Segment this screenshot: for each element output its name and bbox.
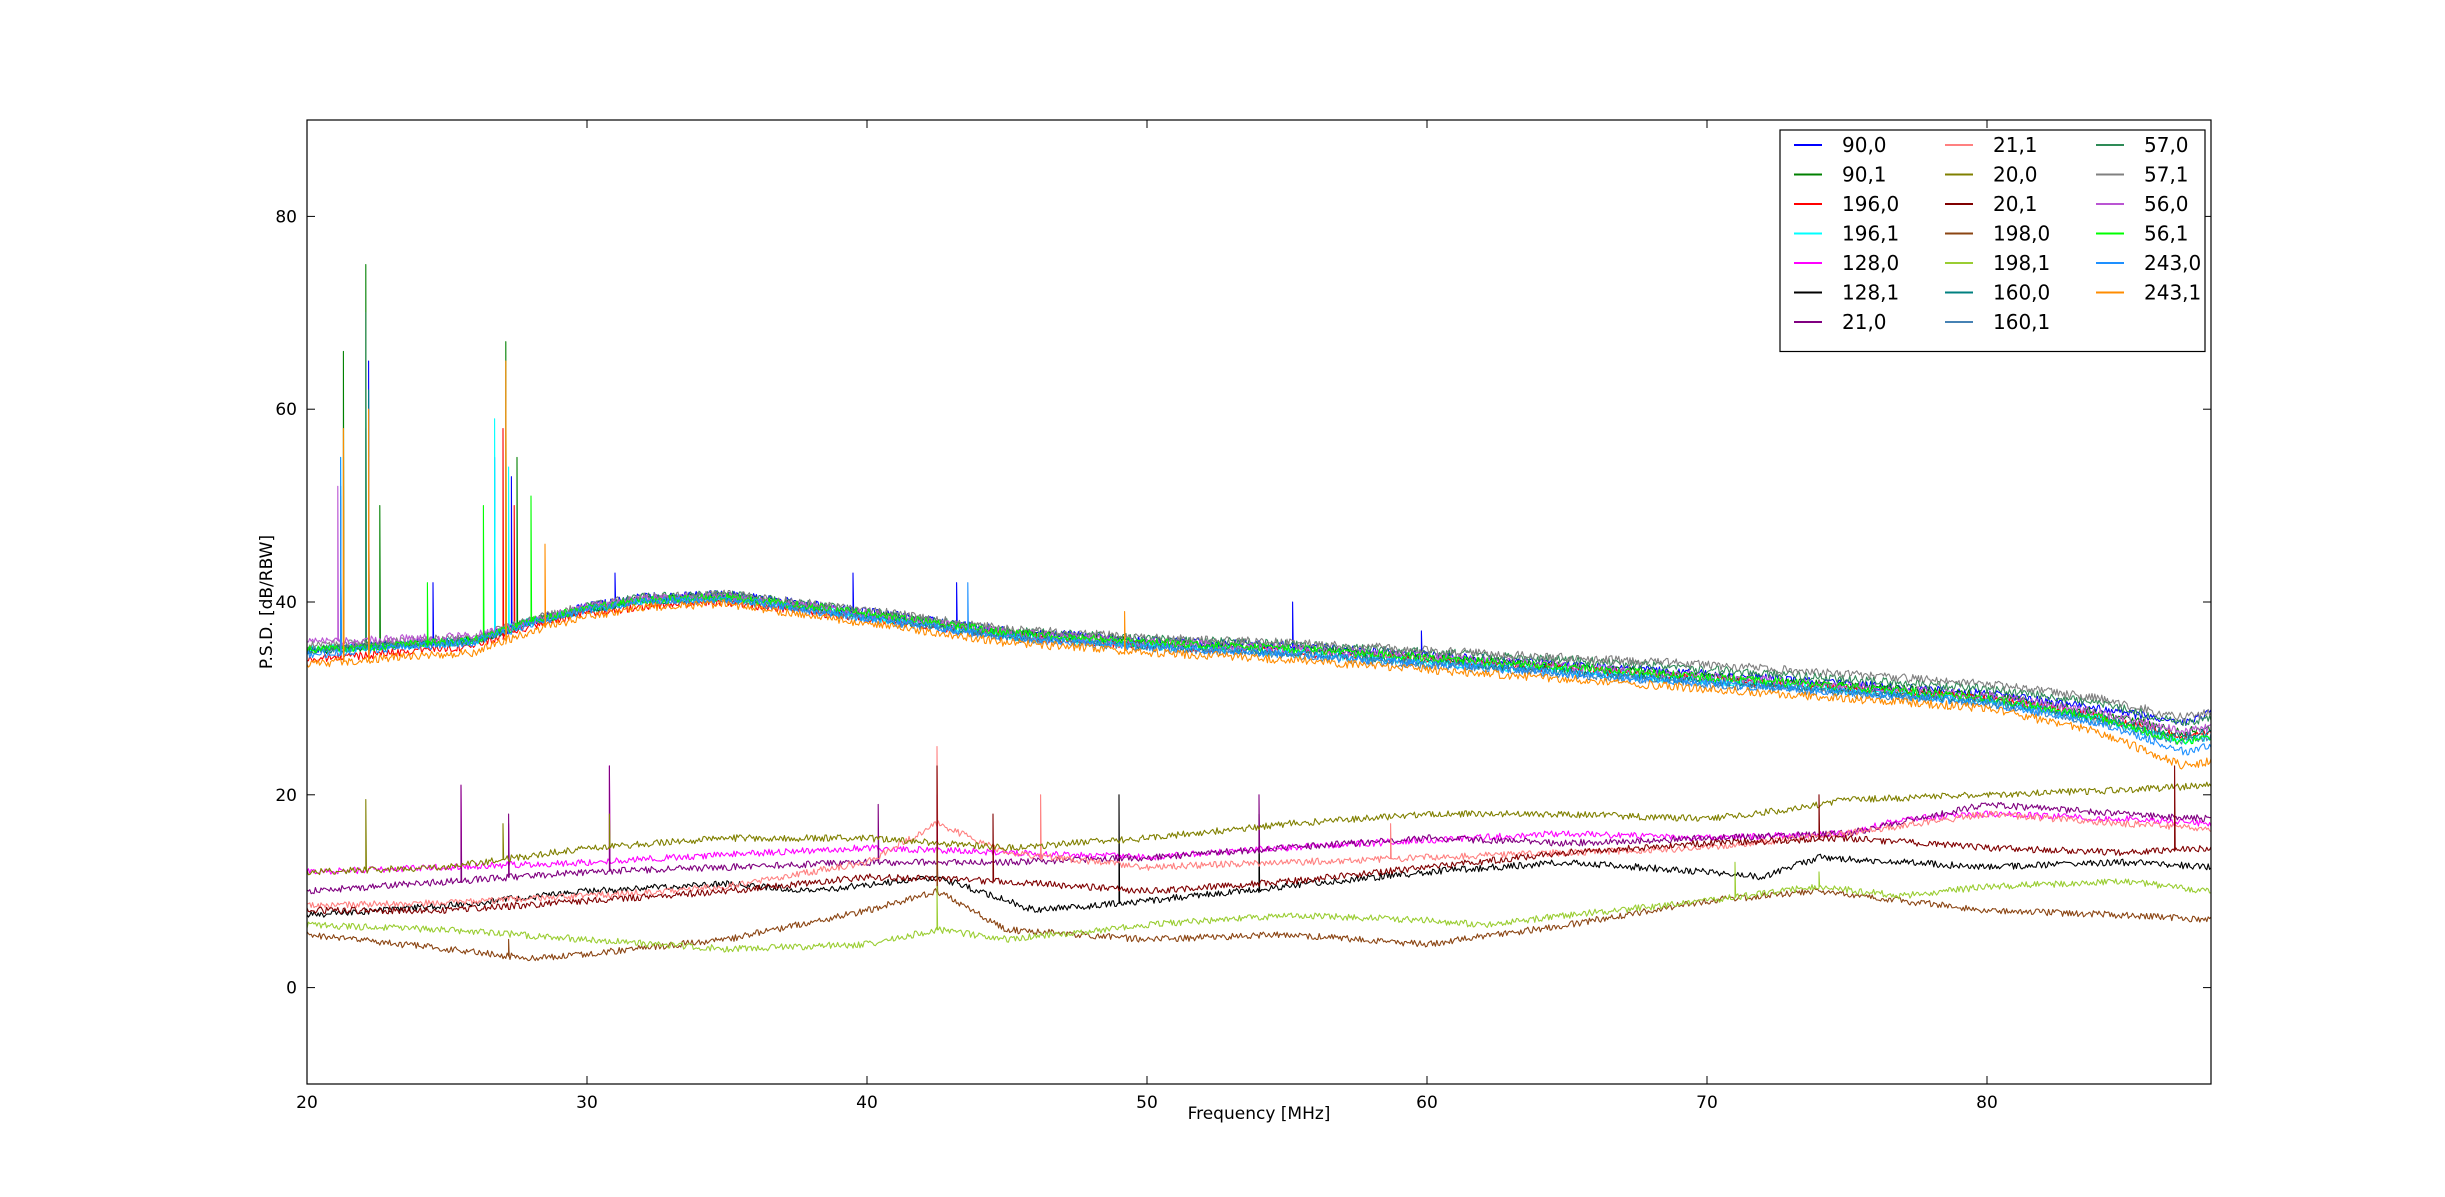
- series-line: [307, 746, 2211, 909]
- legend-entry: 196,0: [1842, 192, 1899, 216]
- legend-entry: 160,0: [1993, 281, 2050, 305]
- series-line: [307, 781, 2211, 876]
- x-tick-label: 20: [296, 1093, 318, 1113]
- x-tick-label: 50: [1136, 1093, 1158, 1113]
- legend-entry: 57,1: [2144, 163, 2189, 187]
- legend-entry: 21,1: [1993, 133, 2038, 157]
- y-tick-label: 0: [286, 979, 297, 999]
- x-tick-label: 70: [1696, 1093, 1718, 1113]
- series-line: [307, 842, 2211, 962]
- series-line: [307, 765, 2211, 915]
- legend-entry: 21,0: [1842, 310, 1887, 334]
- y-tick-label: 20: [275, 786, 297, 806]
- legend-entry: 20,0: [1993, 163, 2038, 187]
- legend-box: [1779, 129, 2206, 353]
- series-line: [307, 360, 2211, 770]
- x-tick-label: 30: [576, 1093, 598, 1113]
- series-line: [307, 765, 2211, 895]
- legend-entry: 90,0: [1842, 133, 1887, 157]
- series-line: [307, 861, 2211, 953]
- y-tick-label: 40: [275, 593, 297, 613]
- legend: 90,0 90,1 196,0 196,1 128,0 128,1 21,0 21,1 20,0…: [1779, 129, 2206, 353]
- y-axis-label: P.S.D. [dB/RBW]: [257, 535, 277, 669]
- series-line: [307, 794, 2211, 918]
- legend-entry: 243,1: [2144, 281, 2201, 305]
- x-axis-label: Frequency [MHz]: [1188, 1104, 1331, 1124]
- legend-entry: 56,0: [2144, 192, 2189, 216]
- series-line: [307, 765, 2211, 875]
- y-tick-label: 80: [275, 207, 297, 227]
- legend-entry: 160,1: [1993, 310, 2050, 334]
- y-tick-label: 60: [275, 400, 297, 420]
- ticks-layer: 20 30 40 50 60 70 80 0 20 40 60 80: [275, 120, 2211, 1113]
- series-layer: [307, 264, 2211, 962]
- series-line: [307, 495, 2211, 745]
- legend-entry: 128,0: [1842, 251, 1899, 275]
- x-tick-label: 80: [1976, 1093, 1998, 1113]
- legend-entry: 90,1: [1842, 163, 1887, 187]
- legend-entry: 128,1: [1842, 281, 1899, 305]
- legend-entry: 56,1: [2144, 222, 2189, 246]
- legend-entry: 198,1: [1993, 251, 2050, 275]
- legend-entry: 243,0: [2144, 251, 2201, 275]
- series-line: [307, 312, 2211, 727]
- series-line: [307, 408, 2211, 756]
- legend-entry: 196,1: [1842, 222, 1899, 246]
- legend-entry: 57,0: [2144, 133, 2189, 157]
- x-tick-label: 60: [1416, 1093, 1438, 1113]
- legend-entry: 20,1: [1993, 192, 2038, 216]
- x-tick-label: 40: [856, 1093, 878, 1113]
- legend-entry: 198,0: [1993, 222, 2050, 246]
